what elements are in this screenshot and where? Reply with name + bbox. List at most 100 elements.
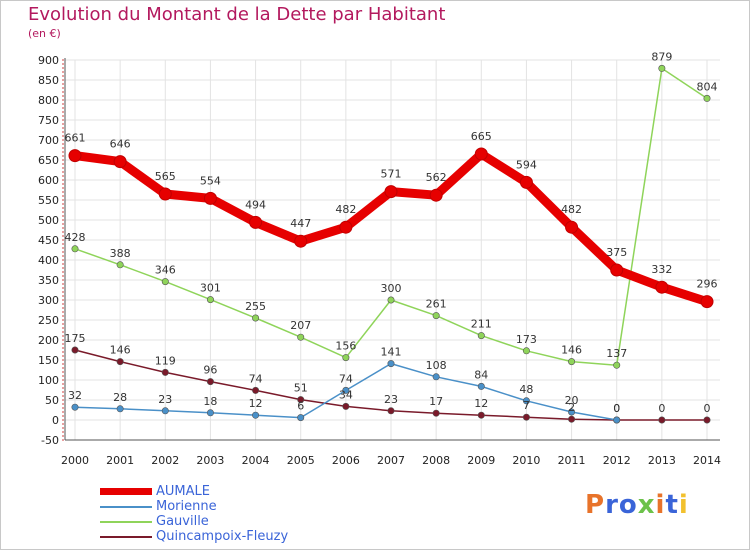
data-label: 211: [471, 318, 492, 331]
data-point: [610, 263, 624, 277]
logo-letter: i: [678, 490, 689, 520]
data-point: [206, 378, 214, 386]
data-label: 146: [561, 344, 582, 357]
data-point: [297, 333, 305, 341]
data-point: [339, 220, 353, 234]
data-label: 51: [294, 382, 308, 395]
y-tick-label: 200: [38, 334, 59, 347]
axes: [62, 58, 720, 441]
data-label: 108: [426, 359, 447, 372]
data-point: [297, 396, 305, 404]
data-point: [477, 332, 485, 340]
legend-item-morienne[interactable]: Morienne: [100, 499, 360, 514]
data-label: 23: [384, 393, 398, 406]
data-point: [432, 312, 440, 320]
legend-item-gauville[interactable]: Gauville: [100, 514, 360, 529]
y-tick-label: 650: [38, 154, 59, 167]
logo-letter: i: [655, 490, 666, 520]
data-label: 482: [335, 203, 356, 216]
proxiti-logo: Proxiti: [585, 490, 689, 520]
data-label: 207: [290, 319, 311, 332]
x-tick-label: 2010: [512, 454, 540, 467]
data-point: [297, 414, 305, 422]
data-label: 84: [474, 368, 488, 381]
data-label: 2: [568, 401, 575, 414]
data-point: [522, 413, 530, 421]
data-point: [387, 360, 395, 368]
data-point: [113, 155, 127, 169]
data-point: [477, 411, 485, 419]
data-label: 119: [155, 354, 176, 367]
data-label: 146: [110, 344, 131, 357]
y-tick-label: 100: [38, 374, 59, 387]
chart-subtitle: (en €): [28, 27, 61, 40]
data-point: [432, 373, 440, 381]
legend-swatch: [100, 536, 152, 538]
x-tick-label: 2009: [467, 454, 495, 467]
data-point: [703, 94, 711, 102]
data-point: [703, 416, 711, 424]
data-label: 175: [65, 332, 86, 345]
y-axis-ticks: -50 0 50 100 150 200 250 300 350 400 450 500 550 600 6…: [38, 54, 59, 447]
x-tick-label: 2013: [648, 454, 676, 467]
data-point: [613, 361, 621, 369]
data-label: 7: [523, 399, 530, 412]
legend-label: Morienne: [156, 499, 217, 514]
data-point: [519, 175, 533, 189]
legend-label: Quincampoix-Fleuzy: [156, 529, 289, 544]
data-label: 594: [516, 158, 537, 171]
legend-label: AUMALE: [156, 484, 210, 499]
data-point: [206, 409, 214, 417]
legend-swatch: [100, 488, 152, 495]
data-point: [522, 347, 530, 355]
y-tick-label: 300: [38, 294, 59, 307]
y-tick-label: 0: [52, 414, 59, 427]
data-label: 482: [561, 203, 582, 216]
data-point: [158, 187, 172, 201]
data-point: [342, 402, 350, 410]
y-tick-label: 50: [45, 394, 59, 407]
legend-item-quincampoix-fleuzy[interactable]: Quincampoix-Fleuzy: [100, 529, 360, 544]
data-label: 0: [658, 402, 665, 415]
legend-label: Gauville: [156, 514, 209, 529]
data-label: 12: [249, 397, 263, 410]
data-point: [68, 149, 82, 163]
data-point: [294, 234, 308, 248]
plot-area: [65, 60, 720, 440]
legend-swatch: [100, 521, 152, 523]
data-point: [71, 403, 79, 411]
data-point: [474, 147, 488, 161]
data-label: 48: [519, 383, 533, 396]
data-point: [522, 397, 530, 405]
x-tick-label: 2011: [558, 454, 586, 467]
data-label: 74: [249, 372, 263, 385]
data-point: [387, 407, 395, 415]
y-tick-label: 900: [38, 54, 59, 67]
data-point: [387, 296, 395, 304]
y-tick-label: 350: [38, 274, 59, 287]
x-tick-label: 2002: [151, 454, 179, 467]
logo-letter: t: [665, 490, 679, 520]
logo-letter: r: [605, 490, 619, 520]
data-label: 375: [606, 246, 627, 259]
logo-letter: P: [585, 490, 606, 520]
data-point: [203, 191, 217, 205]
data-label: 661: [65, 132, 86, 145]
data-point: [342, 386, 350, 394]
data-point: [432, 409, 440, 417]
data-point: [161, 368, 169, 376]
data-point: [658, 416, 666, 424]
data-point: [161, 278, 169, 286]
data-label: 301: [200, 282, 221, 295]
data-label: 255: [245, 300, 266, 313]
data-point: [342, 354, 350, 362]
series-layer: [68, 64, 714, 424]
legend-item-aumale[interactable]: AUMALE: [100, 484, 360, 499]
data-point: [252, 314, 260, 322]
data-point: [658, 64, 666, 72]
data-point: [700, 295, 714, 309]
x-tick-label: 2004: [242, 454, 270, 467]
data-label: 12: [474, 397, 488, 410]
data-point: [161, 407, 169, 415]
